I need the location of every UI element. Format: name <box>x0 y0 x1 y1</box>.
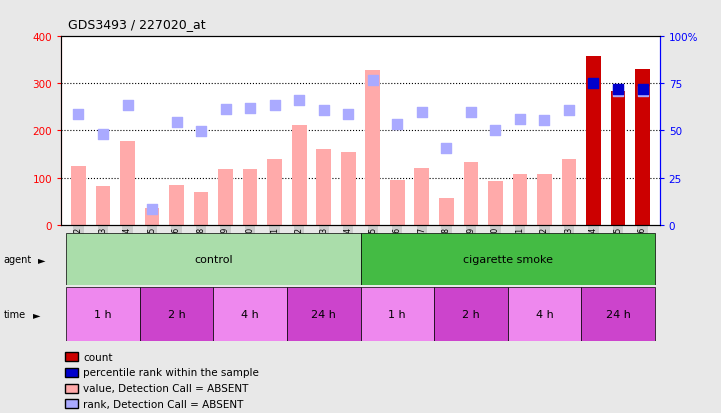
Point <box>171 119 182 126</box>
Bar <box>341 152 355 225</box>
Text: percentile rank within the sample: percentile rank within the sample <box>83 368 259 377</box>
Text: 1 h: 1 h <box>389 309 406 319</box>
Bar <box>360 287 434 341</box>
Bar <box>145 209 159 225</box>
Point <box>318 108 329 114</box>
Point <box>416 109 428 116</box>
Point <box>514 116 526 123</box>
Point <box>293 97 305 104</box>
Point <box>441 145 452 152</box>
Bar <box>537 174 552 225</box>
Bar <box>66 233 360 285</box>
Text: 4 h: 4 h <box>536 309 553 319</box>
Bar <box>508 287 581 341</box>
Point <box>146 206 158 213</box>
Point <box>490 128 501 135</box>
Bar <box>120 142 135 225</box>
Bar <box>415 169 429 225</box>
Bar <box>218 170 233 225</box>
Point <box>342 112 354 118</box>
Text: agent: agent <box>4 254 32 264</box>
Bar <box>488 182 503 225</box>
Bar <box>360 233 655 285</box>
Bar <box>140 287 213 341</box>
Text: 2 h: 2 h <box>168 309 185 319</box>
Point <box>539 117 550 123</box>
Text: 24 h: 24 h <box>606 309 630 319</box>
Point <box>612 89 624 95</box>
Text: time: time <box>4 309 26 319</box>
Point <box>563 108 575 114</box>
Text: rank, Detection Call = ABSENT: rank, Detection Call = ABSENT <box>83 399 243 409</box>
Bar <box>194 192 208 225</box>
Text: ►: ► <box>37 254 45 264</box>
Text: 4 h: 4 h <box>242 309 259 319</box>
Bar <box>562 159 576 225</box>
Bar <box>464 163 478 225</box>
Text: value, Detection Call = ABSENT: value, Detection Call = ABSENT <box>83 383 248 393</box>
Bar <box>434 287 508 341</box>
Point <box>392 122 403 128</box>
Text: GDS3493 / 227020_at: GDS3493 / 227020_at <box>68 18 206 31</box>
Point <box>220 107 231 113</box>
Bar <box>169 185 184 225</box>
Text: ►: ► <box>33 309 40 319</box>
Point <box>73 112 84 118</box>
Point <box>195 129 207 135</box>
Bar <box>71 166 86 225</box>
Point <box>637 86 648 93</box>
Bar <box>96 187 110 225</box>
Point <box>269 103 280 109</box>
Bar <box>267 159 282 225</box>
Bar <box>581 287 655 341</box>
Bar <box>513 174 527 225</box>
Point <box>612 86 624 93</box>
Text: control: control <box>194 254 233 264</box>
Bar <box>635 70 650 225</box>
Bar <box>287 287 360 341</box>
Bar <box>317 150 331 225</box>
Bar <box>213 287 287 341</box>
Text: 24 h: 24 h <box>311 309 336 319</box>
Bar <box>292 126 306 225</box>
Bar <box>366 71 380 225</box>
Point <box>465 109 477 116</box>
Bar <box>243 170 257 225</box>
Text: 2 h: 2 h <box>462 309 479 319</box>
Point <box>367 77 379 84</box>
Bar <box>586 57 601 225</box>
Point <box>244 105 256 112</box>
Point <box>637 89 648 95</box>
Point <box>122 103 133 109</box>
Bar <box>611 92 625 225</box>
Bar <box>66 287 140 341</box>
Point <box>588 81 599 88</box>
Text: cigarette smoke: cigarette smoke <box>463 254 553 264</box>
Bar <box>390 180 404 225</box>
Bar <box>439 198 454 225</box>
Text: 1 h: 1 h <box>94 309 112 319</box>
Point <box>97 131 109 138</box>
Text: count: count <box>83 352 112 362</box>
